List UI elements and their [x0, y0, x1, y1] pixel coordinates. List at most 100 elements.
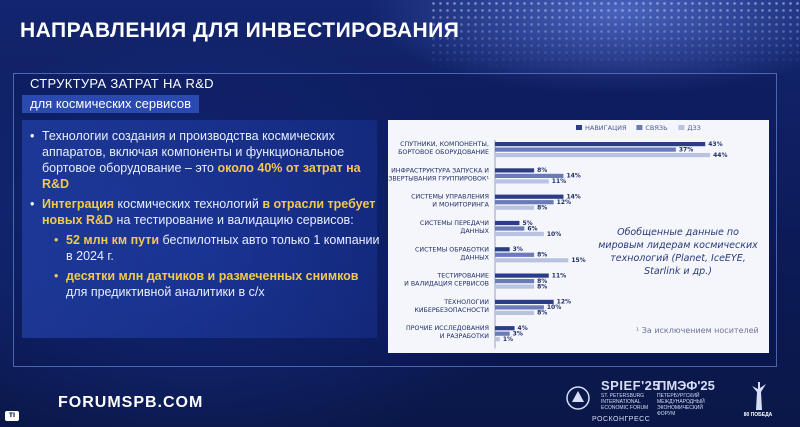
pmef-logo: ПМЭФ'25 ПЕТЕРБУРГСКИЙ МЕЖДУНАРОДНЫЙ ЭКОН… — [657, 378, 715, 417]
bar — [495, 284, 535, 289]
bullet-item: Технологии создания и производства косми… — [30, 128, 382, 192]
data-label: 8% — [537, 310, 547, 317]
bullet-text: космических технологий — [114, 197, 263, 211]
bar — [495, 258, 569, 263]
data-label: 37% — [679, 146, 693, 153]
data-label: 10% — [547, 304, 561, 311]
data-label: 8% — [537, 283, 547, 290]
bullet-highlight: в отрасли требует новых R&D — [42, 197, 376, 227]
data-label: 3% — [513, 246, 523, 253]
data-label: 5% — [522, 220, 532, 227]
bullet-highlight: Интеграция — [42, 197, 115, 211]
bar — [495, 226, 525, 231]
category-label: И РАЗРАБОТКИ — [440, 333, 490, 340]
data-label: 8% — [537, 278, 547, 285]
bar — [495, 252, 535, 257]
bar — [495, 299, 554, 304]
bar — [495, 331, 510, 336]
bar — [495, 231, 544, 237]
bar — [495, 326, 515, 331]
data-label: 11% — [552, 178, 566, 185]
roscongress-logo: РОСКОНГРЕСС — [592, 416, 651, 423]
bar — [495, 153, 711, 158]
data-label: 3% — [513, 331, 523, 338]
category-label: ДАННЫХ — [460, 228, 489, 235]
bar — [495, 142, 706, 147]
data-label: 8% — [537, 252, 547, 259]
sub-bullet-text: для предиктивной аналитики в с/х — [66, 285, 265, 299]
data-label: 12% — [557, 299, 571, 306]
bar — [495, 305, 544, 310]
category-label: И ВАЛИДАЦИЯ СЕРВИСОВ — [404, 281, 489, 288]
data-label: 14% — [566, 194, 580, 201]
bullet-text: на тестирование и валидацию сервисов: — [113, 213, 354, 227]
legend-swatch — [576, 125, 582, 130]
data-label: 43% — [708, 141, 722, 148]
data-label: 1% — [503, 336, 513, 343]
bullet-item: Интеграция космических технологий в отра… — [30, 196, 382, 300]
forum-emblem-icon — [566, 386, 590, 410]
section-subtitle: для космических сервисов — [22, 95, 200, 113]
sub-bullet-text: беспилотных авто только 1 компании в 202… — [66, 233, 380, 263]
bar — [495, 200, 554, 205]
data-label: 15% — [571, 257, 585, 264]
data-label: 8% — [537, 205, 547, 212]
category-label: СИСТЕМЫ ОБРАБОТКИ — [415, 246, 489, 253]
bar — [495, 205, 535, 210]
bar — [495, 247, 510, 252]
data-label: 4% — [518, 325, 528, 332]
category-label: ДАННЫХ — [460, 254, 489, 261]
data-label: 10% — [547, 231, 561, 238]
legend-swatch — [678, 125, 685, 130]
bar — [495, 168, 535, 173]
bar — [495, 147, 676, 152]
bar — [495, 273, 549, 278]
bar-chart: НАВИГАЦИЯ СВЯЗЬ ДЗЗ СПУТНИКИ, КОМПОНЕНТЫ,БО… — [388, 124, 727, 349]
legend-label: ДЗЗ — [687, 124, 700, 132]
bar — [495, 279, 535, 284]
sub-bullet-item: 52 млн км пути беспилотных авто только 1… — [42, 232, 382, 264]
section-title: СТРУКТУРА ЗАТРАТ НА R&D — [30, 76, 214, 91]
pmef-logo-title: ПМЭФ'25 — [657, 378, 715, 393]
bar — [495, 194, 564, 199]
website-link[interactable]: FORUMSPB.COM — [58, 394, 204, 411]
bar — [495, 179, 549, 184]
sub-bullet-item: десятки млн датчиков и размеченных снимк… — [42, 268, 382, 300]
spief-logo-caption: ST. PETERSBURG INTERNATIONAL ECONOMIC FO… — [601, 393, 649, 411]
spief-logo-title: SPIEF'25 — [601, 378, 661, 393]
category-label: БОРТОВОЕ ОБОРУДОВАНИЕ — [398, 149, 489, 156]
page-title: НАПРАВЛЕНИЯ ДЛЯ ИНВЕСТИРОВАНИЯ — [20, 19, 460, 42]
bar — [495, 310, 535, 315]
pmef-logo-caption: ПЕТЕРБУРГСКИЙ МЕЖДУНАРОДНЫЙ ЭКОНОМИЧЕСКИ… — [657, 393, 705, 417]
pobeda-logo: 80 ПОБЕДА — [743, 412, 773, 418]
category-label: И МОНИТОРИНГА — [432, 202, 489, 209]
category-label: ТЕСТИРОВАНИЕ — [436, 273, 489, 280]
chart-footnote: ¹ За исключением носителей — [636, 326, 759, 335]
chart-panel — [388, 120, 769, 353]
victory-monument-icon — [752, 382, 766, 410]
bar — [495, 220, 520, 226]
category-label: ИНФРАСТРУКТУРА ЗАПУСКА И — [391, 167, 489, 174]
category-label: СИСТЕМЫ ПЕРЕДАЧИ — [420, 220, 489, 227]
bar — [495, 337, 500, 342]
bar — [495, 173, 564, 178]
spief-logo: SPIEF'25 ST. PETERSBURG INTERNATIONAL EC… — [601, 378, 660, 411]
legend-label: СВЯЗЬ — [645, 124, 667, 132]
sub-bullet-highlight: десятки млн датчиков и размеченных снимк… — [66, 269, 359, 283]
category-label: ПРОЧИЕ ИССЛЕДОВАНИЯ — [406, 325, 489, 332]
category-label: ТЕХНОЛОГИИ — [443, 299, 489, 306]
data-label: 14% — [566, 173, 580, 180]
data-label: 44% — [713, 152, 727, 159]
bullet-text: Технологии создания и производства косми… — [42, 129, 345, 175]
sub-bullet-highlight: 52 млн км пути — [66, 233, 160, 247]
chart-note: Обобщенные данные по мировым лидерам кос… — [598, 227, 758, 277]
bullet-highlight: около 40% от затрат на R&D — [42, 161, 361, 191]
data-label: 8% — [537, 167, 547, 174]
data-label: 11% — [552, 272, 566, 279]
legend-swatch — [636, 125, 643, 130]
category-label: КИБЕРБЕЗОПАСНОСТИ — [414, 307, 489, 314]
category-label: СИСТЕМЫ УПРАВЛЕНИЯ — [411, 194, 489, 201]
data-label: 6% — [527, 225, 537, 232]
data-label: 12% — [557, 199, 571, 206]
category-label: СПУТНИКИ, КОМПОНЕНТЫ, — [400, 141, 489, 148]
